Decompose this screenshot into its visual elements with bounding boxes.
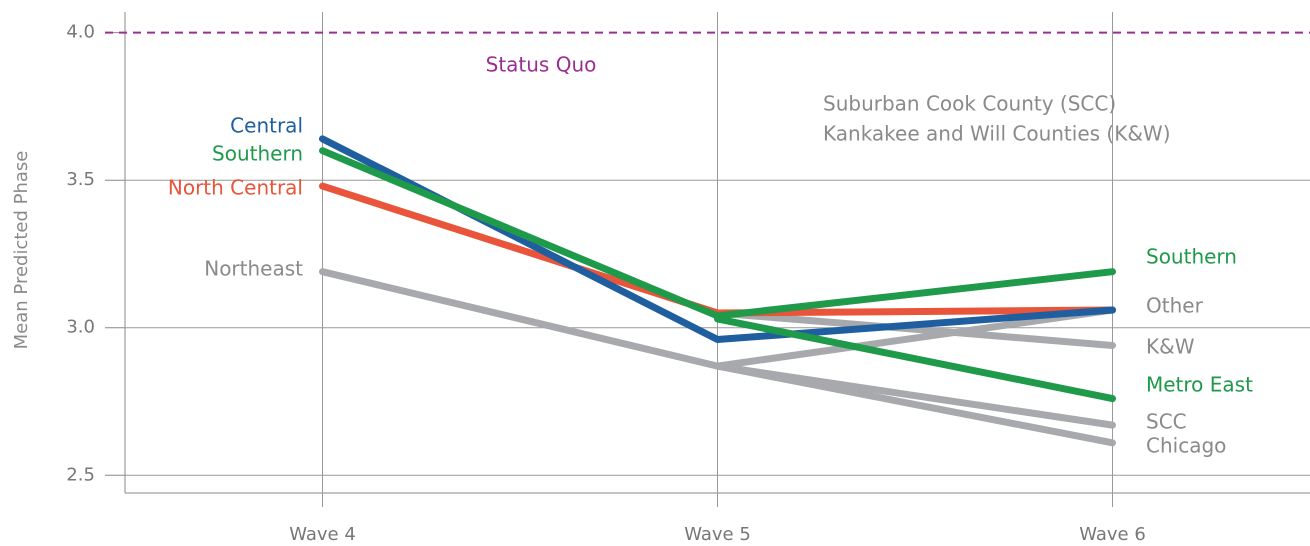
line-label: Central <box>230 114 303 138</box>
x-tick-label: Wave 6 <box>1079 524 1146 545</box>
x-tick-label: Wave 4 <box>289 524 356 545</box>
y-tick-label: 2.5 <box>66 464 95 485</box>
series-line <box>319 147 1116 320</box>
series-line <box>714 362 1116 447</box>
y-tick-label: 3.5 <box>66 169 95 190</box>
annotation: Suburban Cook County (SCC) <box>823 92 1116 116</box>
y-tick-label: 3.0 <box>66 317 95 338</box>
line-label: Other <box>1146 294 1204 318</box>
series-line <box>714 306 1116 370</box>
x-tick-label: Wave 5 <box>684 524 751 545</box>
line-label: Metro East <box>1146 373 1253 397</box>
y-tick-label: 4.0 <box>66 22 95 43</box>
line-label: North Central <box>168 176 303 200</box>
series-line <box>714 309 1116 349</box>
y-axis-label: Mean Predicted Phase <box>11 151 32 350</box>
reference-label: Status Quo <box>486 53 597 77</box>
line-label: Southern <box>1146 245 1237 269</box>
line-label: K&W <box>1146 335 1195 359</box>
line-label: Southern <box>212 142 303 166</box>
line-label: SCC <box>1146 410 1187 434</box>
line-label: Northeast <box>204 257 303 281</box>
line-label: Chicago <box>1146 434 1226 458</box>
annotation: Kankakee and Will Counties (K&W) <box>823 122 1171 146</box>
series-line <box>319 268 721 370</box>
series-line <box>714 315 1116 403</box>
